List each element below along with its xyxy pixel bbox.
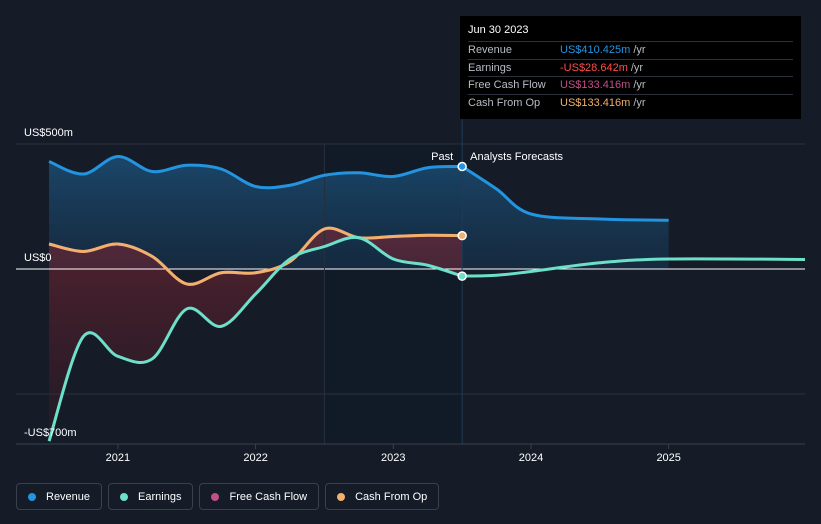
- earnings-marker: [457, 271, 467, 281]
- legend-item-revenue[interactable]: Revenue: [16, 483, 103, 510]
- revenue-line: [48, 154, 463, 190]
- y-label-top: US$500m: [24, 127, 73, 139]
- legend-label: Cash From Op: [355, 490, 428, 503]
- earnings-line: [47, 235, 463, 442]
- forecast-label: Analysts Forecasts: [470, 151, 563, 163]
- x-tick-2023: 2023: [381, 452, 405, 464]
- revenue-forecast-line: [461, 165, 669, 222]
- legend-item-free-cash-flow[interactable]: Free Cash Flow: [199, 483, 320, 510]
- cash-from-op-marker: [457, 230, 467, 241]
- legend-dot-icon: [337, 492, 346, 501]
- tooltip-row-value: US$133.416m: [560, 96, 631, 109]
- tooltip-row: Revenue US$410.425m/yr: [468, 41, 793, 59]
- tooltip-row-label: Earnings: [468, 61, 512, 74]
- legend-item-earnings[interactable]: Earnings: [108, 483, 194, 510]
- earnings-cashflow-area: [49, 228, 463, 442]
- tooltip-row-label: Free Cash Flow: [468, 79, 546, 92]
- tooltip-row-label: Cash From Op: [468, 96, 541, 109]
- tooltip-row-unit: /yr: [633, 44, 646, 57]
- tooltip-row: Free Cash Flow US$133.416m/yr: [468, 76, 793, 94]
- legend-dot-icon: [28, 492, 36, 501]
- tooltip-date: Jun 30 2023: [468, 24, 529, 36]
- tooltip-row-value: US$410.425m: [560, 44, 631, 57]
- tooltip: Jun 30 2023 Revenue US$410.425m/yr Earning…: [460, 16, 801, 119]
- x-tick-2025: 2025: [656, 452, 680, 464]
- legend-label: Earnings: [138, 490, 182, 503]
- legend-dot-icon: [120, 492, 129, 501]
- tooltip-row-value: US$133.416m: [560, 79, 631, 92]
- y-label-zero: US$0: [24, 252, 52, 264]
- tooltip-row: Earnings -US$28.642m/yr: [468, 58, 793, 77]
- tooltip-row-unit: /yr: [633, 96, 646, 109]
- x-tick-2021: 2021: [106, 452, 130, 464]
- legend-item-cash-from-op[interactable]: Cash From Op: [325, 483, 440, 510]
- earnings-forecast-line: [462, 257, 806, 278]
- legend: Revenue Earnings Free Cash Flow Cash From O…: [16, 483, 440, 510]
- past-label: Past: [431, 151, 453, 163]
- legend-dot-icon: [211, 492, 220, 501]
- cash-from-op-line: [48, 226, 463, 286]
- revenue-area: [49, 156, 669, 269]
- tooltip-row-label: Revenue: [468, 44, 513, 57]
- tooltip-row-unit: /yr: [630, 61, 644, 74]
- tooltip-row: Cash From Op US$133.416m/yr: [468, 93, 793, 112]
- x-tick-2022: 2022: [243, 452, 267, 464]
- legend-label: Free Cash Flow: [229, 490, 308, 503]
- y-label-bottom: -US$700m: [24, 427, 77, 439]
- revenue-marker: [457, 161, 467, 172]
- x-tick-2024: 2024: [519, 452, 543, 464]
- tooltip-row-unit: /yr: [633, 79, 646, 92]
- tooltip-row-value: -US$28.642m: [560, 61, 628, 74]
- legend-label: Revenue: [46, 490, 91, 503]
